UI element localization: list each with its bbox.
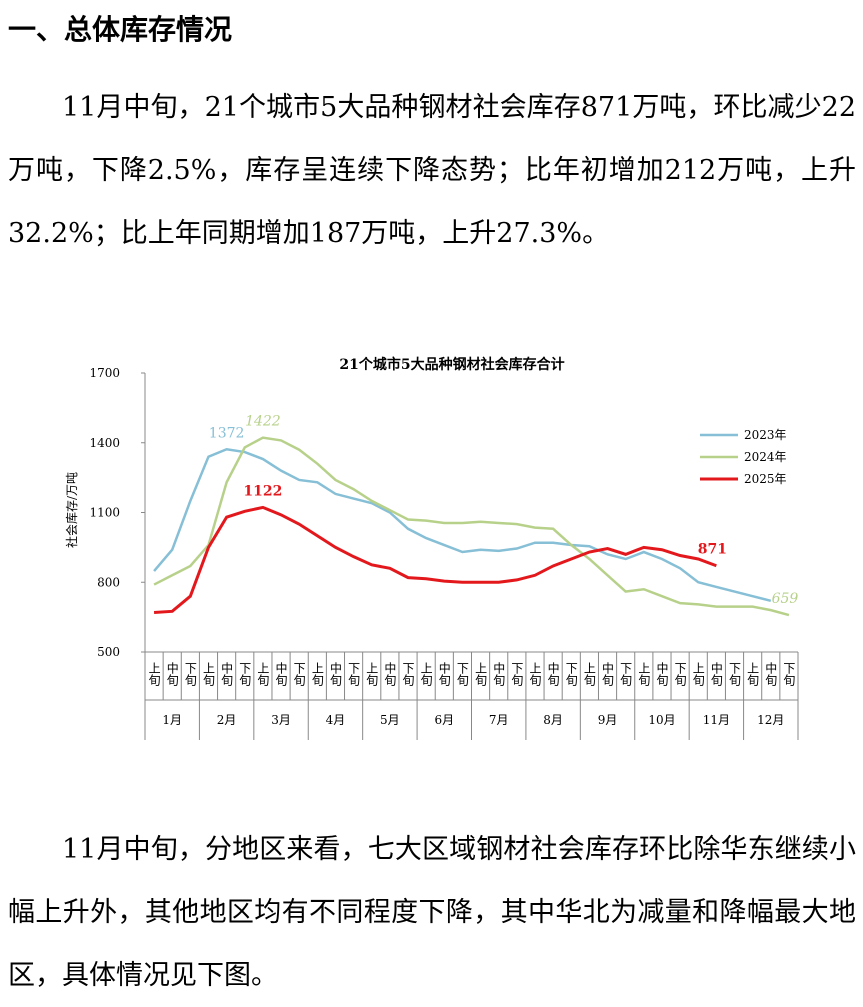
heading: 一、总体库存情况	[8, 13, 233, 46]
x-tick-label: 中旬	[328, 661, 342, 686]
data-label: 1122	[243, 483, 282, 499]
x-tick-label: 上旬	[691, 662, 705, 686]
x-tick-label: 中旬	[655, 661, 669, 686]
x-tick-label: 下旬	[292, 662, 306, 686]
x-tick-label: 下旬	[619, 662, 633, 686]
y-tick-label: 800	[97, 575, 120, 589]
x-tick-label: 上旬	[582, 662, 596, 686]
group-label: 12月	[757, 713, 784, 727]
x-tick-label: 下旬	[347, 662, 361, 686]
x-tick-label: 上旬	[147, 662, 161, 686]
x-tick-label: 下旬	[510, 662, 524, 686]
x-tick-label: 下旬	[673, 662, 687, 686]
group-label: 11月	[703, 713, 730, 727]
y-axis-label: 社会库存/万吨	[64, 472, 79, 548]
group-label: 5月	[380, 713, 400, 727]
x-tick-label: 下旬	[238, 662, 252, 686]
x-tick-label: 下旬	[782, 662, 796, 686]
x-tick-label: 中旬	[220, 661, 234, 686]
x-tick-label: 中旬	[709, 661, 723, 686]
group-label: 10月	[648, 713, 675, 727]
paragraph: 11月中旬，分地区来看，七大区域钢材社会库存环比除华东继续小幅上升外，其他地区均…	[8, 834, 856, 991]
x-tick-label: 上旬	[637, 662, 651, 686]
series-line	[153, 436, 790, 617]
data-label: 871	[698, 542, 727, 558]
y-tick-label: 1700	[89, 366, 120, 380]
legend-label: 2024年	[744, 450, 787, 464]
x-tick-label: 中旬	[601, 661, 615, 686]
data-label: 1372	[209, 425, 245, 441]
x-tick-label: 上旬	[256, 662, 270, 686]
x-tick-label: 上旬	[365, 662, 379, 686]
x-tick-label: 上旬	[310, 662, 324, 686]
group-label: 7月	[489, 713, 509, 727]
legend-label: 2023年	[744, 428, 787, 442]
x-tick-label: 上旬	[474, 662, 488, 686]
chart: 21个城市5大品种钢材社会库存合计 社会库存/万吨 500 800 1100 1400…	[64, 356, 799, 740]
x-tick-label: 下旬	[183, 662, 197, 686]
chart-title: 21个城市5大品种钢材社会库存合计	[339, 356, 564, 373]
group-label: 1月	[162, 713, 182, 727]
x-tick-label: 中旬	[437, 661, 451, 686]
series-line	[153, 447, 772, 603]
x-tick-label: 上旬	[746, 662, 760, 686]
paragraph: 11月中旬，21个城市5大品种钢材社会库存871万吨，环比减少22万吨，下降2.…	[8, 92, 856, 249]
x-tick-label: 下旬	[564, 662, 578, 686]
series-line	[153, 505, 717, 614]
x-tick-label: 下旬	[455, 662, 469, 686]
legend-label: 2025年	[744, 472, 787, 486]
y-tick-label: 1400	[89, 436, 120, 450]
x-tick-label: 上旬	[528, 662, 542, 686]
data-label: 659	[772, 591, 799, 607]
y-tick-label: 500	[97, 645, 120, 659]
x-tick-label: 上旬	[201, 662, 215, 686]
group-label: 2月	[217, 713, 237, 727]
group-label: 3月	[271, 713, 291, 727]
x-tick-label: 中旬	[383, 661, 397, 686]
x-tick-label: 中旬	[546, 661, 560, 686]
x-tick-label: 下旬	[401, 662, 415, 686]
x-tick-label: 中旬	[492, 661, 506, 686]
x-tick-label: 中旬	[274, 661, 288, 686]
group-label: 4月	[326, 713, 346, 727]
group-label: 9月	[598, 713, 618, 727]
group-label: 6月	[434, 713, 454, 727]
data-label: 1422	[245, 414, 281, 430]
y-tick-label: 1100	[89, 506, 120, 520]
x-tick-label: 中旬	[764, 661, 778, 686]
x-tick-label: 中旬	[165, 661, 179, 686]
x-tick-label: 下旬	[728, 662, 742, 686]
group-label: 8月	[543, 713, 563, 727]
x-tick-label: 上旬	[419, 662, 433, 686]
